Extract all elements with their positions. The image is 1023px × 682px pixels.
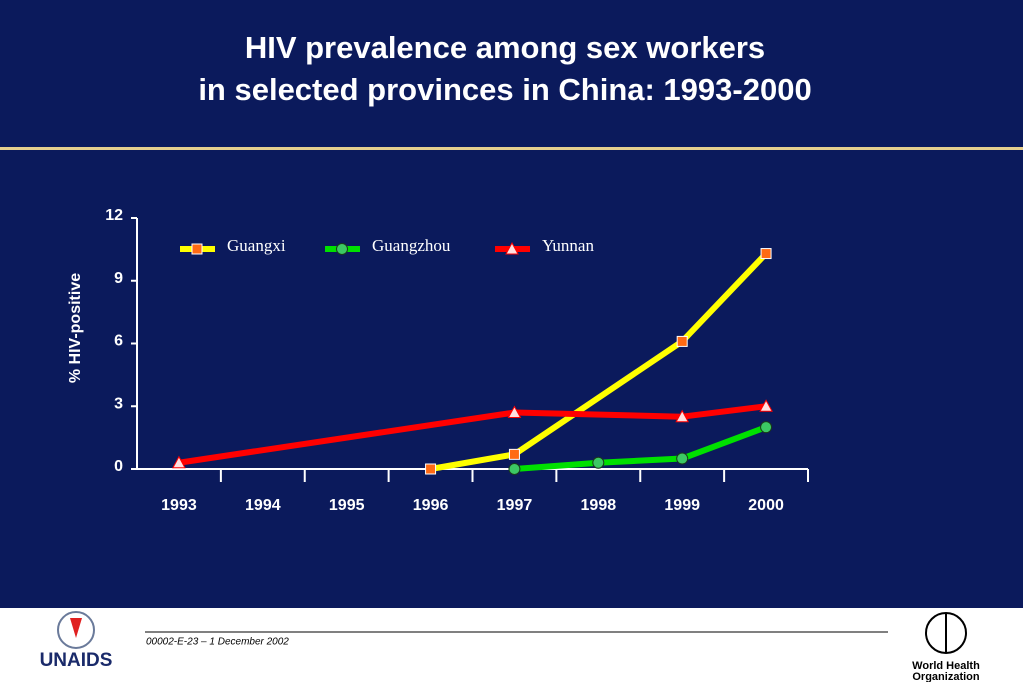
y-tick-label: 12 (105, 207, 123, 224)
marker (508, 448, 520, 460)
x-tick-label: 1994 (245, 497, 281, 514)
marker (676, 335, 688, 347)
divider (0, 147, 1023, 150)
x-tick-label: 1997 (497, 497, 533, 514)
legend-label: Guangzhou (372, 236, 451, 255)
x-tick-label: 1999 (664, 497, 700, 514)
title-line: HIV prevalence among sex workers (245, 30, 765, 65)
marker (336, 243, 348, 255)
marker (508, 463, 521, 475)
y-tick-label: 0 (114, 458, 123, 475)
x-tick-label: 1998 (581, 497, 617, 514)
footer-bg (0, 608, 1023, 682)
logo-emblem (925, 612, 967, 654)
y-tick-label: 6 (114, 333, 123, 350)
logo-emblem (57, 611, 95, 649)
marker (760, 421, 773, 434)
marker (592, 456, 605, 469)
marker (505, 241, 519, 255)
who-logo: World Health Organization (912, 612, 980, 682)
logo-text: Organization (912, 671, 980, 682)
marker (675, 409, 690, 423)
legend-label: Yunnan (542, 236, 594, 255)
marker (760, 248, 772, 260)
background (0, 0, 1023, 608)
x-tick-label: 2000 (748, 497, 784, 514)
series-line (178, 403, 767, 466)
x-tick-label: 1995 (329, 497, 365, 514)
footer-code: 00002-E-23 – 1 December 2002 (146, 637, 289, 648)
y-axis-label: % HIV-positive (67, 273, 84, 383)
marker (676, 452, 689, 465)
series-line (430, 251, 769, 472)
marker (191, 243, 203, 255)
series-line (514, 424, 768, 472)
marker (172, 455, 186, 469)
x-tick-label: 1996 (413, 497, 449, 514)
unaids-logo: UNAIDS (40, 611, 113, 671)
logo-text: World Health (912, 660, 980, 672)
logo-ribbon (70, 618, 82, 638)
marker (759, 399, 773, 412)
title-line: in selected provinces in China: 1993-200… (198, 72, 811, 107)
x-tick-label: 1993 (161, 497, 197, 514)
marker (425, 463, 437, 475)
legend-label: Guangxi (227, 236, 286, 255)
logo-text: UNAIDS (40, 650, 113, 671)
y-tick-label: 9 (114, 270, 123, 287)
y-tick-label: 3 (114, 395, 123, 412)
marker (507, 405, 522, 419)
